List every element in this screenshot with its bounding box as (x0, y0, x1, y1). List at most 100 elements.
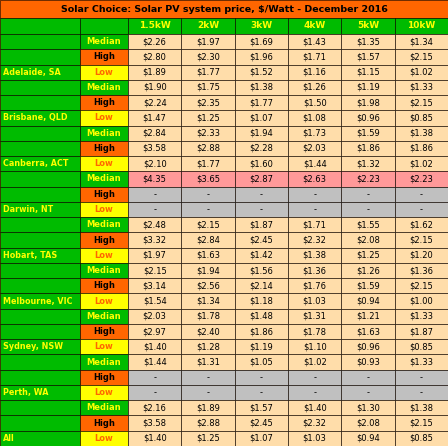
Text: $2.15: $2.15 (409, 281, 433, 290)
Text: $1.94: $1.94 (196, 266, 220, 275)
Text: $1.33: $1.33 (409, 358, 433, 367)
Text: Low: Low (95, 68, 113, 77)
Bar (80, 34, 128, 49)
Text: High: High (93, 52, 115, 62)
Text: -: - (153, 388, 156, 397)
Bar (235, 141, 288, 156)
Text: $2.87: $2.87 (250, 174, 273, 183)
Bar (181, 431, 235, 446)
Text: $2.88: $2.88 (196, 144, 220, 153)
Bar (181, 355, 235, 370)
Bar (128, 324, 181, 339)
Bar (235, 293, 288, 309)
Bar (235, 278, 288, 293)
Text: Adelaide, SA: Adelaide, SA (3, 68, 61, 77)
Bar (235, 263, 288, 278)
Bar (128, 431, 181, 446)
Bar (0, 293, 80, 309)
Bar (288, 416, 341, 431)
Bar (341, 80, 395, 95)
Bar (235, 400, 288, 416)
Bar (0, 324, 80, 339)
Text: $1.48: $1.48 (250, 312, 273, 321)
Text: $3.14: $3.14 (143, 281, 167, 290)
Text: $2.03: $2.03 (303, 144, 327, 153)
Text: $1.16: $1.16 (303, 68, 327, 77)
Bar (181, 156, 235, 171)
Bar (181, 385, 235, 400)
Text: Median: Median (86, 129, 121, 138)
Bar (235, 385, 288, 400)
Bar (288, 95, 341, 110)
Bar (288, 232, 341, 248)
Text: $1.50: $1.50 (303, 98, 327, 107)
Bar (341, 65, 395, 80)
Text: Melbourne, VIC: Melbourne, VIC (3, 297, 73, 306)
Text: $1.97: $1.97 (196, 37, 220, 46)
Text: $1.03: $1.03 (303, 297, 327, 306)
Text: $3.58: $3.58 (142, 144, 167, 153)
Bar (341, 293, 395, 309)
Bar (235, 65, 288, 80)
Bar (80, 186, 128, 202)
Text: $1.55: $1.55 (356, 220, 380, 229)
Bar (395, 232, 448, 248)
Text: -: - (153, 373, 156, 382)
Text: -: - (420, 373, 423, 382)
Text: $1.44: $1.44 (303, 159, 327, 168)
Bar (181, 278, 235, 293)
Bar (235, 324, 288, 339)
Bar (80, 95, 128, 110)
Text: -: - (207, 205, 210, 214)
Text: $1.02: $1.02 (303, 358, 327, 367)
Bar (80, 202, 128, 217)
Bar (0, 278, 80, 293)
Bar (395, 217, 448, 232)
Bar (0, 95, 80, 110)
Bar (80, 339, 128, 355)
Text: -: - (207, 373, 210, 382)
Bar (341, 416, 395, 431)
Text: $2.26: $2.26 (143, 37, 167, 46)
Bar (235, 34, 288, 49)
Bar (181, 416, 235, 431)
Text: -: - (420, 388, 423, 397)
Text: $2.15: $2.15 (143, 266, 167, 275)
Bar (395, 202, 448, 217)
Bar (395, 110, 448, 126)
Text: $1.36: $1.36 (409, 266, 433, 275)
Bar (288, 385, 341, 400)
Bar (0, 416, 80, 431)
Text: Median: Median (86, 403, 121, 413)
Text: $1.63: $1.63 (196, 251, 220, 260)
Bar (395, 171, 448, 186)
Bar (181, 217, 235, 232)
Text: $2.23: $2.23 (356, 174, 380, 183)
Text: $1.25: $1.25 (196, 434, 220, 443)
Text: $1.78: $1.78 (196, 312, 220, 321)
Text: $1.86: $1.86 (356, 144, 380, 153)
Bar (395, 186, 448, 202)
Text: $1.54: $1.54 (143, 297, 167, 306)
Text: -: - (207, 388, 210, 397)
Text: $0.94: $0.94 (356, 434, 380, 443)
Bar (0, 339, 80, 355)
Bar (128, 248, 181, 263)
Text: $2.24: $2.24 (143, 98, 167, 107)
Text: $1.42: $1.42 (250, 251, 273, 260)
Bar (80, 355, 128, 370)
Bar (341, 324, 395, 339)
Bar (235, 171, 288, 186)
Bar (235, 339, 288, 355)
Bar (341, 18, 395, 34)
Bar (341, 339, 395, 355)
Text: $1.38: $1.38 (250, 83, 273, 92)
Bar (181, 293, 235, 309)
Bar (395, 309, 448, 324)
Text: $1.36: $1.36 (303, 266, 327, 275)
Bar (288, 263, 341, 278)
Bar (341, 309, 395, 324)
Bar (80, 49, 128, 65)
Bar (128, 355, 181, 370)
Text: $2.28: $2.28 (250, 144, 273, 153)
